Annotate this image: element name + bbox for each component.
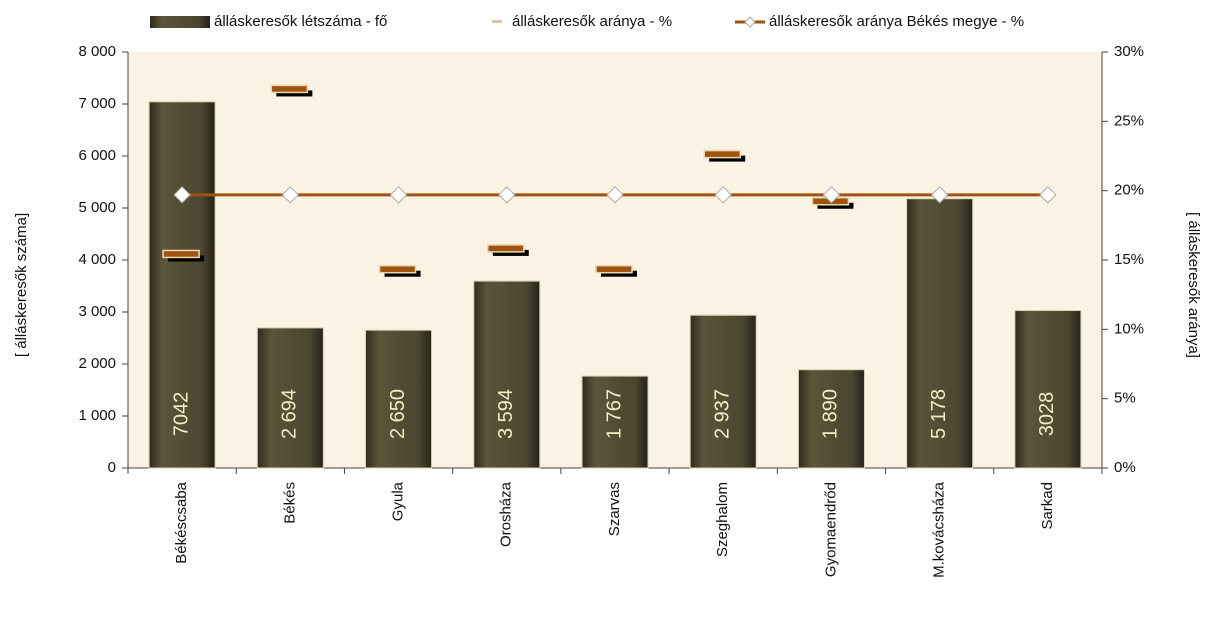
marker-shadow: [492, 249, 529, 256]
bar: [365, 329, 433, 469]
y-tick-label: 5 000: [78, 199, 116, 216]
marker-shadow: [168, 255, 205, 262]
marker: [703, 149, 741, 159]
marker-shadow: [817, 202, 854, 209]
bar: [689, 314, 757, 469]
y-tick-label: 0: [108, 459, 116, 476]
value-label: 1 890: [820, 389, 842, 439]
x-tick-label: Szarvas: [606, 482, 623, 536]
legend-swatch: [492, 20, 502, 23]
y-axis-title: [ álláskeresők száma]: [13, 213, 30, 357]
marker-shadow: [601, 270, 637, 277]
marker: [378, 264, 417, 274]
legend-label: álláskeresők aránya - %: [512, 13, 672, 30]
value-label: 2 650: [387, 389, 409, 439]
legend-swatch: [150, 16, 210, 28]
legend-label: álláskeresők létszáma - fő: [214, 13, 387, 30]
y2-tick-label: 20%: [1114, 182, 1144, 199]
x-tick-label: Gyula: [390, 481, 407, 521]
legend-swatch: [744, 16, 756, 28]
x-tick-label: Békés: [281, 482, 298, 524]
marker-shadow: [384, 270, 421, 277]
line-point: [498, 186, 516, 204]
line-point: [606, 186, 624, 204]
x-tick-label: Gyomaendrőd: [822, 482, 839, 577]
marker: [487, 244, 525, 253]
line-point: [281, 186, 300, 204]
y-tick-label: 7 000: [78, 95, 116, 112]
y2-axis-title: [ álláskeresők aránya]: [1185, 212, 1202, 358]
value-label: 5 178: [928, 389, 950, 439]
marker: [270, 84, 309, 94]
bar: [1014, 310, 1082, 469]
line-point: [714, 186, 732, 204]
bar: [797, 369, 865, 469]
y-tick-label: 6 000: [78, 147, 116, 164]
y2-tick-label: 30%: [1114, 43, 1144, 60]
x-tick-label: Békéscsaba: [173, 481, 190, 563]
value-label: 1 767: [603, 389, 625, 439]
value-label: 7042: [170, 392, 192, 437]
y-tick-label: 8 000: [78, 43, 116, 60]
x-tick-label: M.kovácsháza: [931, 481, 948, 578]
y2-tick-label: 15%: [1114, 251, 1144, 268]
value-label: 2 937: [712, 389, 734, 439]
bar: [581, 375, 649, 469]
x-tick-label: Sarkad: [1039, 482, 1056, 530]
bar: [473, 280, 541, 469]
line-point: [1039, 186, 1057, 204]
bar: [148, 101, 216, 469]
y2-tick-label: 5%: [1114, 390, 1136, 407]
line-point: [822, 186, 841, 204]
y2-tick-label: 0%: [1114, 459, 1136, 476]
y-tick-label: 3 000: [78, 303, 116, 320]
line-point: [389, 186, 408, 204]
y-tick-label: 4 000: [78, 251, 116, 268]
marker: [162, 249, 200, 259]
value-label: 2 694: [279, 389, 301, 439]
y-tick-label: 1 000: [78, 407, 116, 424]
marker: [595, 264, 633, 274]
line-point: [930, 186, 949, 204]
x-tick-label: Orosháza: [498, 481, 515, 547]
marker-shadow: [709, 155, 746, 162]
y2-tick-label: 10%: [1114, 320, 1144, 337]
bar: [256, 327, 324, 469]
legend-label: álláskeresők aránya Békés megye - %: [769, 13, 1024, 30]
x-tick-label: Szeghalom: [714, 482, 731, 557]
line-point: [173, 186, 191, 204]
value-label: 3028: [1036, 392, 1058, 437]
value-label: 3 594: [495, 389, 517, 439]
bar: [906, 198, 974, 469]
marker-shadow: [276, 90, 313, 97]
y2-tick-label: 25%: [1114, 112, 1144, 129]
y-tick-label: 2 000: [78, 355, 116, 372]
